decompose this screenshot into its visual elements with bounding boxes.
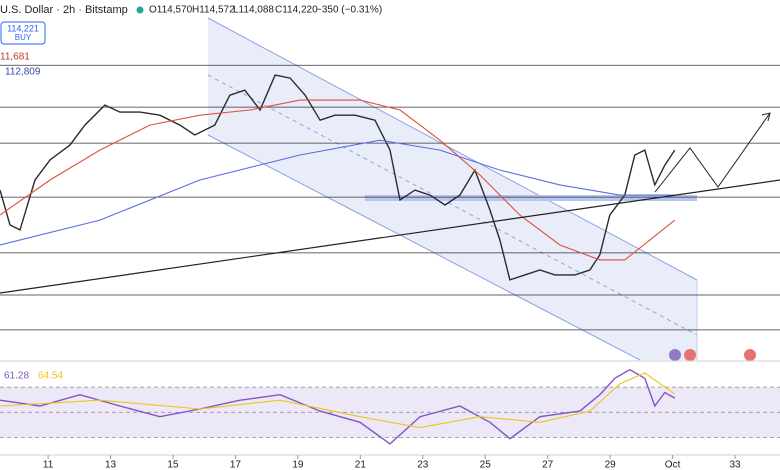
indicator-label: 11,681 [0,52,30,63]
buy-button[interactable] [0,21,46,45]
x-tick-label: 25 [480,460,492,470]
chart-title: U.S. Dollar · 2h · Bitstamp [0,4,128,16]
arrow-head [761,112,771,122]
series-line [0,139,675,246]
x-tick-label: 33 [729,460,741,470]
trend-line [0,179,780,294]
x-tick-label: 19 [292,460,304,470]
series-line [0,372,676,429]
x-tick-label: 21 [355,460,367,470]
series-line [0,99,676,261]
ohlc-change: −350 (−0.31%) [316,5,382,16]
series-line [0,74,676,281]
rsi-value-label: 61.28 [4,371,29,382]
event-icon[interactable] [669,349,681,361]
rsi-value-label: 64.54 [38,371,63,382]
ohlc-open: O114,570 [149,5,193,16]
channel-lower [207,134,641,361]
x-tick-label: 17 [230,460,242,470]
series-line [0,368,676,445]
status-dot [136,6,144,14]
ohlc-high: H114,572 [192,5,235,16]
buy-price[interactable]: 114,221 [7,23,39,33]
x-tick-label: Oct [665,460,681,470]
x-tick-label: 27 [542,460,554,470]
ohlc-low: L114,088 [233,5,274,16]
ohlc-close: C114,220 [275,5,318,16]
buy-label[interactable]: BUY [15,33,32,42]
x-tick-label: 23 [417,460,429,470]
x-tick-label: 13 [105,460,117,470]
channel-upper [207,17,698,281]
indicator-label: 112,809 [5,67,41,78]
rsi-pane [0,368,780,445]
main-pane [0,64,780,331]
x-tick-label: 11 [43,460,54,470]
support-zone [365,195,697,201]
x-tick-label: 29 [605,460,617,470]
x-tick-label: 15 [167,460,179,470]
event-icon[interactable] [744,349,756,361]
event-icon[interactable] [684,349,696,361]
projection-arrow [654,112,771,193]
